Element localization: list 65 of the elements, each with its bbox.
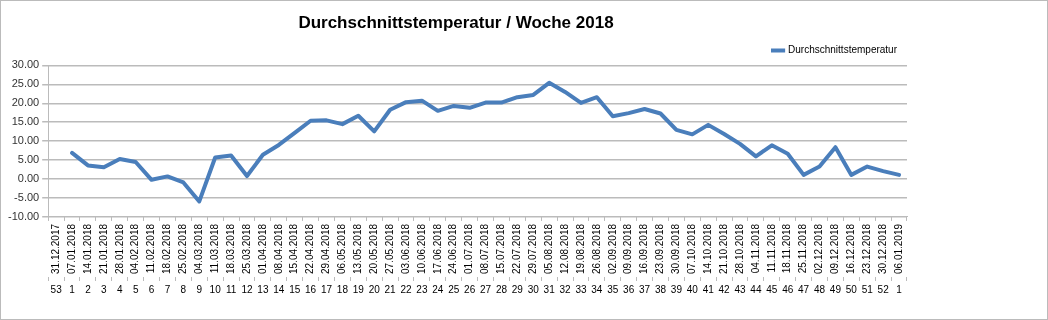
- category-label: 08.04.2018 14: [272, 223, 285, 295]
- category-label: 25.11.2018 47: [797, 223, 810, 295]
- category-label: 21.01.2018 3: [97, 223, 109, 295]
- category-label: 18.02.2018 7: [161, 223, 173, 295]
- category-label: 07.01.2018 1: [65, 223, 77, 295]
- category-label: 18.11.2018 46: [781, 223, 794, 295]
- category-label: 04.11.2018 44: [749, 223, 762, 295]
- y-tick-label: 25.00: [11, 77, 40, 90]
- category-label: 17.06.2018 24: [431, 223, 444, 295]
- category-label: 04.02.2018 5: [129, 223, 141, 295]
- category-label: 02.09.2018 35: [606, 223, 619, 295]
- y-tick-label: 15.00: [11, 115, 40, 128]
- category-label: 27.05.2018 21: [383, 223, 396, 295]
- category-label: 01.07.2018 26: [463, 223, 476, 295]
- category-label: 29.07.2018 30: [527, 223, 539, 295]
- category-label: 15.04.2018 15: [288, 223, 301, 295]
- category-label: 19.08.2018 33: [574, 223, 587, 295]
- category-label: 25.03.2018 12: [240, 223, 253, 295]
- y-tick-label: 20.00: [11, 96, 40, 109]
- category-label: 20.05.2018 20: [367, 223, 380, 295]
- category-label: 07.10.2018 40: [686, 223, 698, 295]
- category-label: 28.10.2018 43: [733, 223, 746, 295]
- category-label: 14.10.2018 41: [701, 223, 714, 295]
- category-label: 05.08.2018 31: [542, 223, 555, 295]
- category-label: 21.10.2018 42: [717, 223, 730, 295]
- category-label: 25.02.2018 8: [177, 223, 189, 295]
- category-label: 13.05.2018 19: [352, 223, 364, 295]
- category-label: 10.06.2018 23: [415, 223, 428, 295]
- category-label: 06.01.2019 1: [892, 223, 904, 295]
- category-label: 08.07.2018 27: [479, 223, 492, 295]
- category-label: 04.03.2018 9: [193, 223, 205, 295]
- category-label: 28.01.2018 4: [113, 223, 125, 295]
- category-label: 31.12.2017 53: [49, 223, 62, 295]
- category-label: 18.03.2018 11: [224, 223, 237, 295]
- category-label: 16.12.2018 50: [845, 223, 857, 295]
- category-label: 16.09.2018 37: [638, 223, 651, 295]
- category-label: 14.01.2018 2: [81, 223, 93, 295]
- category-label: 26.08.2018 34: [590, 223, 603, 295]
- category-label: 22.04.2018 16: [304, 223, 317, 295]
- category-label: 09.12.2018 49: [829, 223, 841, 295]
- category-label: 30.09.2018 39: [670, 223, 682, 295]
- legend-label: Durchschnittstemperatur: [788, 44, 898, 56]
- category-label: 12.08.2018 32: [558, 223, 571, 295]
- category-label: 23.09.2018 38: [654, 223, 667, 295]
- category-label: 24.06.2018 25: [447, 223, 460, 295]
- category-label: 29.04.2018 17: [320, 223, 333, 295]
- category-label: 30.12.2018 52: [876, 223, 889, 295]
- y-tick-label: 30.00: [11, 58, 40, 71]
- category-label: 02.12.2018 48: [813, 223, 826, 295]
- category-label: 06.05.2018 18: [336, 223, 348, 295]
- category-label: 22.07.2018 29: [511, 223, 523, 295]
- y-tick-label: -10.00: [7, 209, 40, 222]
- category-label: 11.02.2018 6: [145, 223, 157, 295]
- y-tick-label: 5.00: [17, 153, 40, 166]
- category-label: 23.12.2018 51: [860, 223, 873, 295]
- category-label: 03.06.2018 22: [399, 223, 412, 295]
- y-tick-label: 10.00: [11, 134, 40, 147]
- category-label: 01.04.2018 13: [256, 223, 269, 295]
- category-label: 15.07.2018 28: [495, 223, 508, 295]
- chart-title: Durchschnittstemperatur / Woche 2018: [298, 12, 614, 32]
- category-label: 09.09.2018 36: [622, 223, 635, 295]
- category-label: 11.11.2018 45: [765, 223, 778, 295]
- y-tick-label: 0.00: [17, 172, 40, 185]
- category-label: 11.03.2018 10: [208, 223, 221, 295]
- y-tick-label: -5.00: [14, 191, 40, 204]
